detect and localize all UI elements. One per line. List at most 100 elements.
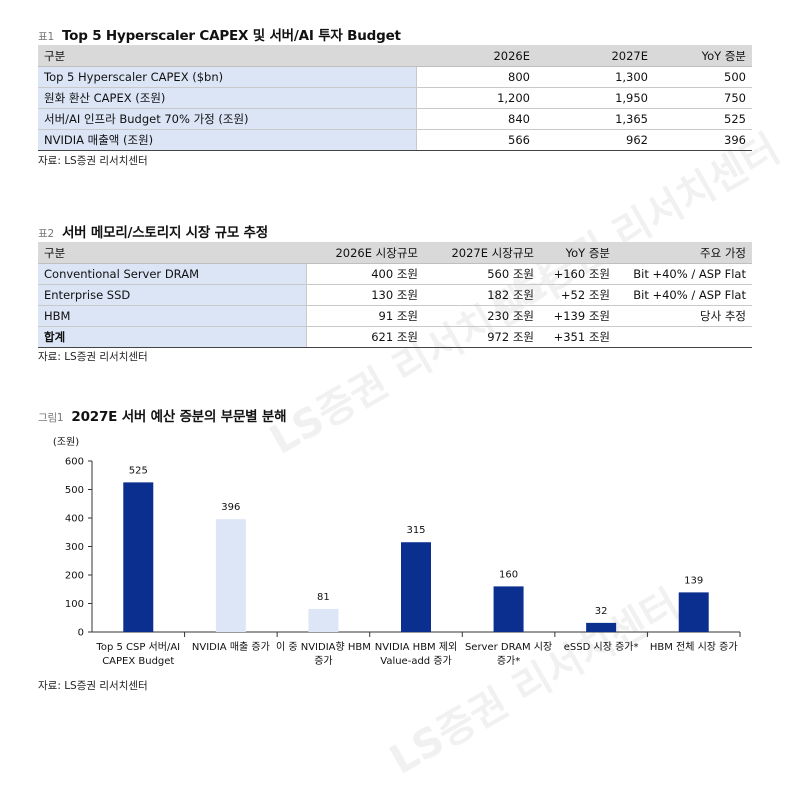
table-cell: 972 조원 bbox=[424, 326, 540, 348]
table-cell: 130 조원 bbox=[306, 284, 424, 306]
table1-source: 자료: LS증권 리서치센터 bbox=[38, 155, 148, 167]
table2-header-row: 구분 2026E 시장규모 2027E 시장규모 YoY 증분 주요 가정 bbox=[38, 242, 752, 264]
table-cell: +139 조원 bbox=[540, 305, 616, 327]
table-cell: 750 bbox=[654, 87, 752, 109]
x-tick-label: NVIDIA 매출 증가 bbox=[192, 641, 270, 653]
table-cell: 182 조원 bbox=[424, 284, 540, 306]
table-row: Enterprise SSD 130 조원 182 조원 +52 조원 Bit … bbox=[38, 284, 752, 306]
bar bbox=[678, 592, 709, 632]
table-cell: 962 bbox=[536, 129, 654, 151]
table2-source: 자료: LS증권 리서치센터 bbox=[38, 351, 148, 363]
bar bbox=[308, 608, 339, 632]
bar bbox=[123, 482, 154, 632]
table2-header-cell: 2027E 시장규모 bbox=[424, 242, 540, 264]
y-tick-label: 100 bbox=[65, 599, 84, 610]
bar-value-label: 32 bbox=[595, 606, 608, 617]
x-tick-label: 이 중 NVIDIA향 HBM bbox=[276, 641, 371, 653]
table1-header-cell: 구분 bbox=[38, 45, 416, 67]
table-cell: 1,950 bbox=[536, 87, 654, 109]
table-cell: Bit +40% / ASP Flat bbox=[616, 284, 752, 306]
x-tick-label: Value-add 증가 bbox=[380, 655, 451, 667]
bar-value-label: 525 bbox=[129, 465, 148, 476]
table-cell bbox=[616, 326, 752, 348]
table1-header-cell: 2026E bbox=[416, 45, 536, 67]
y-tick-label: 300 bbox=[65, 542, 84, 553]
x-tick-label: Top 5 CSP 서버/AI bbox=[95, 641, 180, 653]
table2-header-cell: 2026E 시장규모 bbox=[306, 242, 424, 264]
bar bbox=[586, 622, 617, 632]
table-cell: +160 조원 bbox=[540, 263, 616, 285]
table2-tag: 표2 bbox=[38, 228, 54, 240]
x-tick-label: CAPEX Budget bbox=[102, 656, 174, 667]
y-tick-label: 500 bbox=[65, 485, 84, 496]
table-cell: NVIDIA 매출액 (조원) bbox=[38, 129, 417, 151]
figure1-tag: 그림1 bbox=[38, 412, 64, 424]
table-cell: 230 조원 bbox=[424, 305, 540, 327]
table1-title: 표1 Top 5 Hyperscaler CAPEX 및 서버/AI 투자 Bud… bbox=[38, 24, 401, 44]
bar bbox=[215, 519, 246, 632]
table1: 구분 2026E 2027E YoY 증분 Top 5 Hyperscaler … bbox=[38, 45, 752, 151]
table1-header-cell: YoY 증분 bbox=[654, 45, 752, 67]
table-cell: Enterprise SSD bbox=[38, 284, 307, 306]
table-cell: 500 bbox=[654, 66, 752, 88]
bar bbox=[401, 542, 431, 632]
table2: 구분 2026E 시장규모 2027E 시장규모 YoY 증분 주요 가정 Co… bbox=[38, 242, 752, 348]
x-tick-label: Server DRAM 시장 bbox=[465, 641, 552, 653]
y-unit-label: (조원) bbox=[53, 436, 79, 448]
table-cell: 1,365 bbox=[536, 108, 654, 130]
bar-value-label: 81 bbox=[317, 592, 330, 603]
y-tick-label: 200 bbox=[65, 571, 84, 582]
table2-header-cell: YoY 증분 bbox=[540, 242, 616, 264]
bar-value-label: 160 bbox=[499, 569, 518, 580]
figure1-title-text: 2027E 서버 예산 증분의 부문별 분해 bbox=[71, 409, 287, 425]
table-cell: 566 bbox=[416, 129, 536, 151]
table-cell: Conventional Server DRAM bbox=[38, 263, 307, 285]
table-row: Top 5 Hyperscaler CAPEX ($bn) 800 1,300 … bbox=[38, 66, 752, 88]
x-tick-label: 증가 bbox=[314, 655, 332, 667]
table-cell: 1,200 bbox=[416, 87, 536, 109]
bar bbox=[493, 586, 524, 632]
table-cell: 당사 추정 bbox=[616, 305, 752, 327]
table2-header-cell: 주요 가정 bbox=[616, 242, 752, 264]
x-tick-label: HBM 전체 시장 증가 bbox=[650, 641, 738, 653]
bar-chart: (조원) 0 100 200 300 400 500 600 525 Top 5 CSP 서버/A… bbox=[53, 436, 741, 667]
bar-value-label: 396 bbox=[221, 502, 240, 513]
table-row-total: 합계 621 조원 972 조원 +351 조원 bbox=[38, 326, 752, 348]
figure1-source: 자료: LS증권 리서치센터 bbox=[38, 680, 148, 692]
table-cell: 621 조원 bbox=[306, 326, 424, 348]
table-cell: HBM bbox=[38, 305, 307, 327]
table-cell: 합계 bbox=[38, 326, 307, 348]
table-cell: 400 조원 bbox=[306, 263, 424, 285]
table-cell: 560 조원 bbox=[424, 263, 540, 285]
bar-value-label: 315 bbox=[406, 525, 425, 536]
table-cell: 91 조원 bbox=[306, 305, 424, 327]
table-row: Conventional Server DRAM 400 조원 560 조원 +… bbox=[38, 263, 752, 285]
table2-title-text: 서버 메모리/스토리지 시장 규모 추정 bbox=[61, 225, 268, 241]
table1-header-row: 구분 2026E 2027E YoY 증분 bbox=[38, 45, 752, 67]
table-cell: 840 bbox=[416, 108, 536, 130]
table-cell: Bit +40% / ASP Flat bbox=[616, 263, 752, 285]
table-cell: 1,300 bbox=[536, 66, 654, 88]
table1-title-text: Top 5 Hyperscaler CAPEX 및 서버/AI 투자 Budge… bbox=[61, 28, 401, 44]
x-tick-label: eSSD 시장 증가* bbox=[564, 641, 639, 653]
table-cell: 396 bbox=[654, 129, 752, 151]
x-tick-label: NVIDIA HBM 제외 bbox=[375, 641, 458, 653]
y-tick-label: 600 bbox=[65, 457, 84, 468]
table2-header-cell: 구분 bbox=[38, 242, 306, 264]
x-tick-label: 증가* bbox=[497, 655, 520, 667]
table1-header-cell: 2027E bbox=[536, 45, 654, 67]
table-cell: +351 조원 bbox=[540, 326, 616, 348]
bar-value-label: 139 bbox=[684, 575, 703, 586]
y-tick-label: 400 bbox=[65, 514, 84, 525]
table-row: 서버/AI 인프라 Budget 70% 가정 (조원) 840 1,365 5… bbox=[38, 108, 752, 130]
table-row: HBM 91 조원 230 조원 +139 조원 당사 추정 bbox=[38, 305, 752, 327]
y-tick-label: 0 bbox=[78, 628, 84, 639]
table-cell: Top 5 Hyperscaler CAPEX ($bn) bbox=[38, 66, 417, 88]
table-row: 원화 환산 CAPEX (조원) 1,200 1,950 750 bbox=[38, 87, 752, 109]
table-cell: 원화 환산 CAPEX (조원) bbox=[38, 87, 417, 109]
table-cell: 525 bbox=[654, 108, 752, 130]
table-cell: 800 bbox=[416, 66, 536, 88]
table1-tag: 표1 bbox=[38, 31, 54, 43]
table-cell: +52 조원 bbox=[540, 284, 616, 306]
table2-title: 표2 서버 메모리/스토리지 시장 규모 추정 bbox=[38, 221, 268, 241]
